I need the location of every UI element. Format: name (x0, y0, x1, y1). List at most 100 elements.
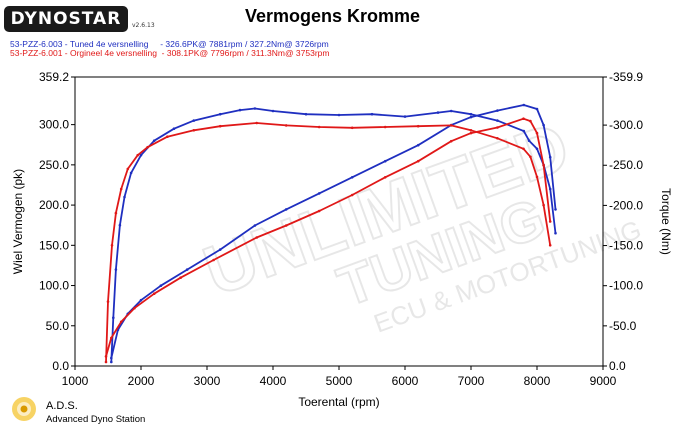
series-power-point (449, 124, 453, 127)
series-torque-point (104, 355, 108, 358)
y-left-tick-label: 150.0 (39, 238, 69, 252)
logo-version: v2.6.13 (132, 22, 155, 29)
series-power-point (119, 187, 123, 191)
series-power-point (146, 145, 149, 149)
y-left-tick-label: 0.0 (52, 359, 69, 373)
y-left-tick-label: 200.0 (39, 198, 69, 212)
series-power-point (542, 203, 545, 207)
x-tick-label: 7000 (458, 374, 485, 388)
series-power-point (350, 126, 354, 130)
y-right-tick-label: -150.0 (609, 239, 643, 253)
axes: 1000 2000 3000 4000 5000 6000 7000 8000 90000.05… (11, 70, 673, 409)
series-power-point (370, 112, 374, 116)
series-power-point (126, 167, 130, 171)
x-axis-label: Toerental (rpm) (298, 395, 379, 409)
legend-entry-original: 53-PZZ-6.001 - Orgineel 4e versnelling -… (10, 48, 330, 58)
series-power-point (317, 125, 321, 129)
y-right-tick-label: -50.0 (609, 319, 637, 333)
y-right-tick-label: -250.0 (609, 158, 643, 172)
series-power-point (271, 109, 275, 113)
series-power-point (172, 127, 176, 130)
series-power-point (529, 155, 532, 159)
y-right-tick-label: -100.0 (609, 279, 643, 293)
series-torque-point (110, 336, 113, 340)
x-tick-label: 5000 (326, 374, 353, 388)
series-power-point (192, 119, 196, 122)
chart-title: Vermogens Kromme (244, 6, 421, 26)
series-torque-point (548, 220, 552, 223)
series-torque-point (469, 115, 473, 119)
footer-subtitle: Advanced Dyno Station (46, 414, 146, 425)
series-power-point (548, 187, 552, 191)
series-torque-point (522, 117, 525, 120)
series-torque-point (218, 248, 222, 251)
y-right-tick-label: -300.0 (609, 118, 643, 132)
series-torque-point (255, 236, 258, 239)
x-tick-label: 8000 (524, 374, 551, 388)
series-power-point (496, 137, 499, 140)
series-power-point (139, 153, 143, 157)
series-torque-point (496, 126, 499, 129)
series-power-point (416, 124, 420, 128)
series-torque-point (416, 159, 420, 163)
series-torque-point (284, 224, 288, 227)
series-power-point (114, 268, 118, 271)
series-power-point (118, 223, 122, 227)
series-torque-point (284, 208, 288, 211)
series-torque-point (179, 276, 182, 280)
series-torque-point (542, 163, 545, 167)
series-power-point (104, 360, 108, 364)
series-power-point (436, 111, 440, 114)
series-torque-point (350, 176, 354, 179)
series-torque-point (548, 155, 552, 159)
y-left-tick-label: 100.0 (39, 279, 69, 293)
series-power-point (548, 244, 552, 247)
series-torque-point (317, 209, 321, 213)
x-tick-label: 4000 (260, 374, 287, 388)
y-right-axis-label: Torque (Nm) (659, 188, 673, 255)
series-power-point (166, 135, 169, 138)
series-power-point (218, 124, 222, 128)
series-torque-point (119, 320, 123, 324)
series-torque-point (535, 131, 539, 135)
series-torque-point (554, 208, 557, 211)
series-torque-point (416, 143, 420, 147)
series-power-point (535, 147, 539, 151)
series-torque-point (496, 109, 499, 112)
series-torque-point (469, 131, 473, 135)
y-left-tick-label: 359.2 (39, 70, 69, 84)
series-power-point (238, 108, 242, 112)
series-power-point (253, 107, 257, 110)
series-power-point (255, 121, 258, 125)
series-power-point (123, 195, 126, 199)
y-right-tick-label: -359.9 (609, 70, 643, 84)
series-power-point (554, 231, 557, 235)
footer-brand: A.D.S. (46, 400, 78, 412)
series-power-point (449, 109, 453, 113)
y-right-tick-label: -200.0 (609, 198, 643, 212)
y-left-axis-label: Wiel Vermogen (pk) (11, 169, 25, 274)
series-power-point (383, 125, 387, 129)
series-power-point (129, 171, 133, 175)
series-power-point (114, 211, 118, 215)
series-power-point (522, 147, 525, 151)
series-torque-point (542, 123, 545, 127)
series-torque-point (139, 298, 143, 302)
y-left-tick-label: 50.0 (46, 319, 70, 333)
series-torque-point (185, 268, 189, 271)
series-layer (104, 103, 557, 364)
legend-entry-tuned: 53-PZZ-6.003 - Tuned 4e versnelling - 32… (10, 39, 329, 49)
series-torque-point (253, 224, 257, 227)
series-power-point (110, 360, 113, 364)
series-power-point (106, 300, 110, 303)
series-torque-point (383, 176, 387, 179)
series-power-point (535, 175, 539, 179)
series-power-point (136, 153, 139, 157)
series-power-point (469, 112, 473, 116)
series-torque-point (350, 193, 354, 197)
series-power-point (496, 119, 499, 122)
series-power-point (192, 129, 196, 132)
series-torque-point (159, 284, 163, 288)
x-tick-label: 1000 (62, 374, 89, 388)
